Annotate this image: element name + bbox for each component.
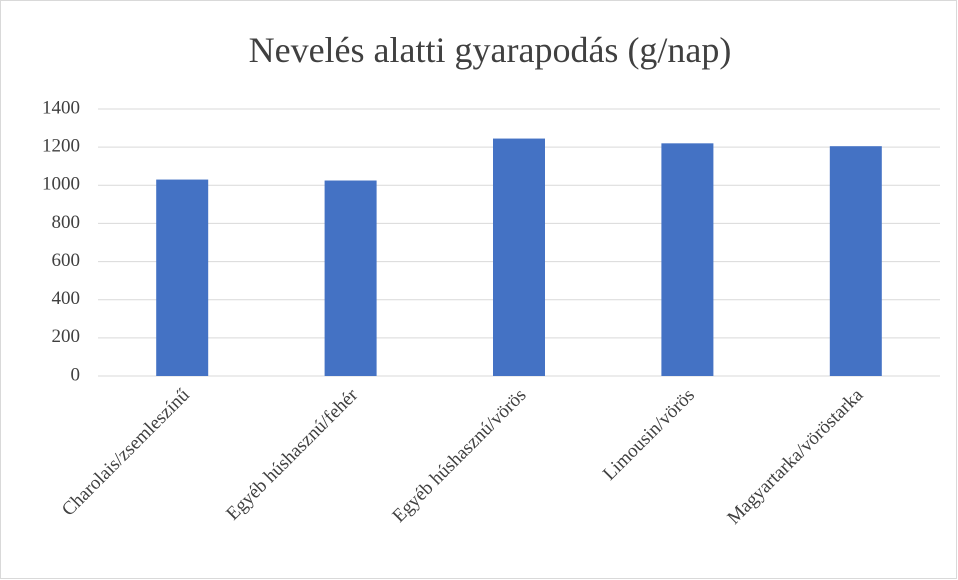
bar <box>829 146 882 376</box>
bar <box>493 138 545 376</box>
y-tick-label: 1400 <box>42 97 80 118</box>
y-tick-label: 1000 <box>42 174 80 195</box>
y-tick-label: 200 <box>52 326 81 347</box>
chart-title: Nevelés alatti gyarapodás (g/nap) <box>249 30 732 70</box>
y-tick-label: 600 <box>52 250 81 271</box>
y-tick-label: 800 <box>52 212 81 233</box>
bar <box>156 179 209 376</box>
bar <box>324 180 377 376</box>
bar <box>661 143 714 376</box>
y-tick-label: 400 <box>52 288 81 309</box>
y-tick-label: 1200 <box>42 136 80 157</box>
y-tick-label: 0 <box>71 364 81 385</box>
